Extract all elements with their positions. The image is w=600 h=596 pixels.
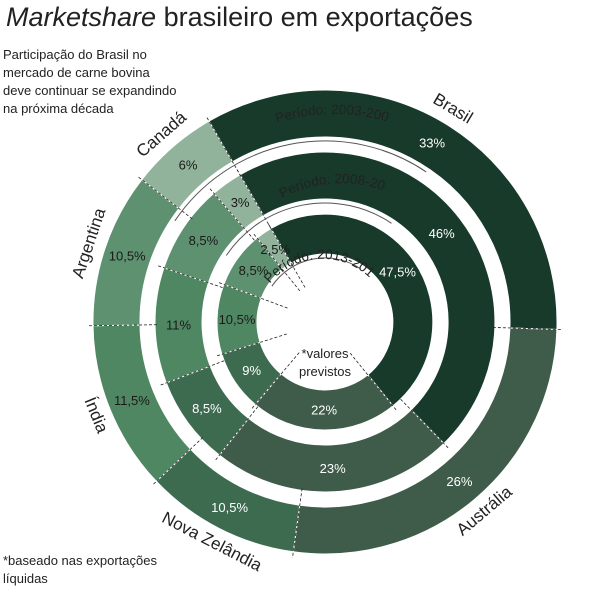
period-arc-ring-2 <box>271 257 362 287</box>
value-label-india-ring-0: 11,5% <box>114 393 150 408</box>
divider-line <box>251 352 300 410</box>
segment-canada-ring-2 <box>256 227 292 270</box>
footnote: *baseado nas exportações líquidas <box>3 553 157 586</box>
period-label-2003-2007: Período: 2003-2007 <box>0 0 391 126</box>
chart-subtitle: Participação do Brasil no mercado de car… <box>3 47 177 116</box>
divider-line <box>151 437 204 486</box>
value-label-india-ring-1: 11% <box>166 318 191 333</box>
value-labels: 33% 26% 10,5% 11,5% 10,5% 6% 46% 23% 8,5% 11% 8,5%… <box>109 136 473 515</box>
divider-line <box>217 281 288 309</box>
period-arc-ring-0 <box>174 140 427 222</box>
chart-title: Marketshare brasileiro em exportações <box>6 2 473 33</box>
period-arcs <box>174 140 427 287</box>
divider-line <box>159 360 225 386</box>
chart-title-rest: brasileiro em exportações <box>156 2 473 32</box>
divider-line <box>349 352 398 411</box>
divider-line <box>86 324 158 327</box>
value-label-india-ring-2: 10,5% <box>219 312 256 327</box>
period-arc-ring-1 <box>225 202 392 256</box>
value-label-brasil-ring-1: 46% <box>429 226 455 241</box>
divider-line <box>216 333 287 357</box>
value-label-canada-ring-2: 2,5% <box>260 242 290 257</box>
segment-brasil-ring-2 <box>270 213 434 407</box>
segment-brasil-ring-1 <box>239 151 496 445</box>
value-label-nova-zelandia-ring-2: 9% <box>242 363 261 378</box>
value-label-nova-zelandia-ring-1: 8,5% <box>192 401 222 416</box>
divider-line <box>208 187 255 241</box>
divider-line <box>252 233 301 292</box>
value-label-nova-zelandia-ring-0: 10,5% <box>211 500 248 515</box>
divider-line <box>205 115 242 177</box>
value-label-australia-ring-2: 22% <box>311 403 337 418</box>
divider-line <box>214 406 259 461</box>
value-label-canada-ring-1: 3% <box>231 195 250 210</box>
value-label-canada-ring-0: 6% <box>179 157 198 172</box>
divider-line <box>400 398 450 449</box>
value-label-australia-ring-0: 26% <box>446 474 472 489</box>
value-label-argentina-ring-1: 8,5% <box>189 233 219 248</box>
divider-line <box>157 265 223 288</box>
value-label-argentina-ring-0: 10,5% <box>109 249 146 264</box>
value-label-australia-ring-1: 23% <box>320 461 346 476</box>
center-note-line-2: previstos <box>299 364 352 379</box>
value-label-brasil-ring-0: 33% <box>419 136 445 151</box>
value-label-brasil-ring-2: 47,5% <box>379 265 416 280</box>
divider-line <box>267 223 306 288</box>
ring-segments <box>92 89 558 555</box>
chart-title-emphasis: Marketshare <box>6 2 157 32</box>
divider-line <box>136 175 193 220</box>
divider-line <box>492 327 563 331</box>
value-label-argentina-ring-2: 8,5% <box>239 263 269 278</box>
divider-line <box>292 488 303 558</box>
center-note-line-1: *valores <box>302 346 349 361</box>
